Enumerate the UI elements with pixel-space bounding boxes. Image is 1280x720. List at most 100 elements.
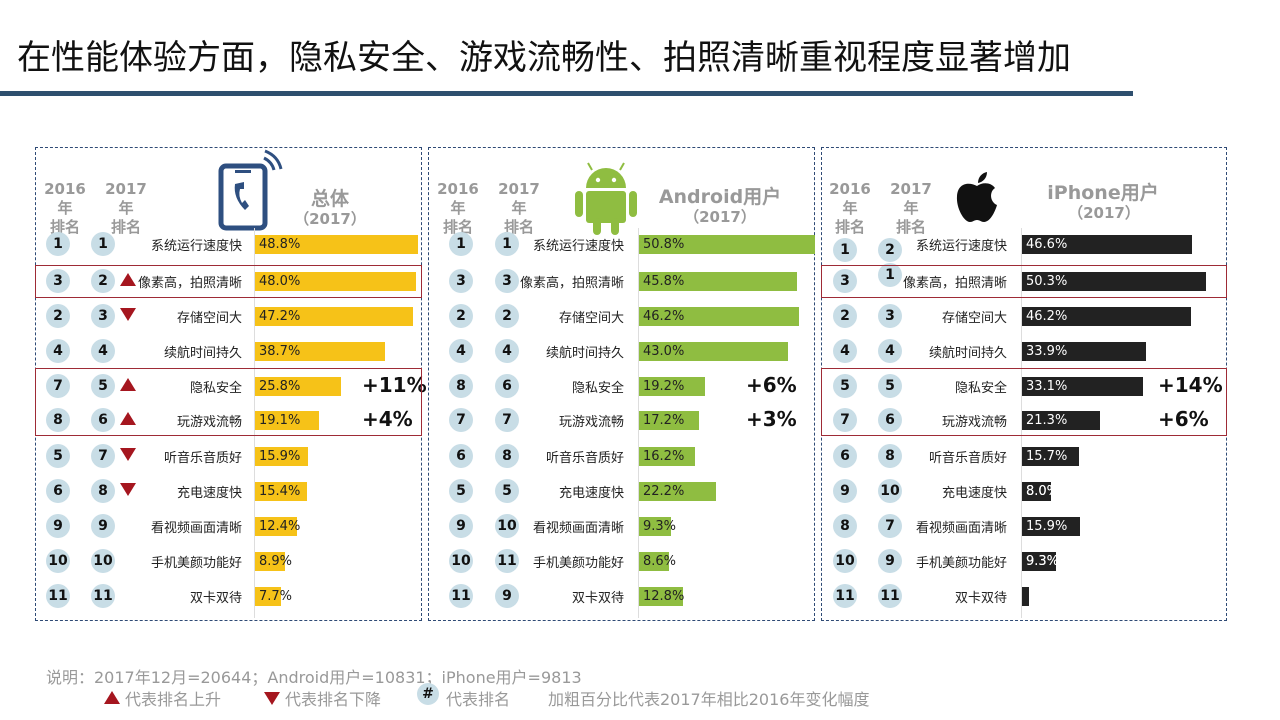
- rank-2016-circle: 7: [449, 408, 473, 432]
- rank-2017-circle: 11: [878, 584, 902, 608]
- value-label: 33.9%: [1026, 344, 1068, 359]
- panel-title-total: 总体: [310, 188, 349, 210]
- rank-2016-circle: 2: [449, 304, 473, 328]
- rank-up-arrow-icon: [120, 412, 136, 425]
- rank-2016-circle: 11: [833, 584, 857, 608]
- category-label: 玩游戏流畅: [558, 415, 624, 430]
- rank-2016-circle: 5: [833, 374, 857, 398]
- change-delta: +14%: [1158, 373, 1223, 397]
- bar: [1022, 235, 1193, 254]
- value-label: 50.8%: [643, 237, 685, 252]
- category-label: 隐私安全: [571, 381, 624, 396]
- rank-2017-circle: 8: [91, 479, 115, 503]
- rank-2017-circle: 10: [878, 479, 902, 503]
- bar: [255, 552, 285, 571]
- rank-2017-circle: 6: [91, 408, 115, 432]
- rank-2016-circle: 9: [46, 514, 70, 538]
- value-label: 15.9%: [1026, 519, 1068, 534]
- value-label: 15.7%: [1026, 449, 1068, 464]
- category-label: 听音乐音质好: [928, 451, 1007, 466]
- rank-2016-circle: 4: [833, 339, 857, 363]
- value-label: 12.8%: [643, 589, 685, 604]
- legend-rank-text: 代表排名: [446, 690, 511, 709]
- category-label: 听音乐音质好: [545, 451, 624, 466]
- category-label: 玩游戏流畅: [941, 415, 1007, 430]
- category-label: 系统运行速度快: [150, 239, 242, 254]
- rank-2016-circle: 8: [449, 374, 473, 398]
- rank-2016-circle: 8: [46, 408, 70, 432]
- value-label: 47.2%: [259, 309, 301, 324]
- category-label: 玩游戏流畅: [176, 415, 242, 430]
- rank-2017-circle: 10: [495, 514, 519, 538]
- bar: [639, 517, 672, 536]
- bar: [639, 272, 798, 291]
- value-label: 19.1%: [259, 413, 301, 428]
- bar: [255, 235, 419, 254]
- bar: [1022, 482, 1052, 501]
- android-icon: [575, 162, 637, 235]
- bar: [639, 377, 706, 396]
- rank-2017-circle: 10: [91, 549, 115, 573]
- value-label: 9.3%: [1026, 554, 1060, 569]
- rank-2016-circle: 2: [833, 304, 857, 328]
- bar: [255, 342, 385, 361]
- value-label: 33.1%: [1026, 379, 1068, 394]
- rank-2017-circle: 1: [878, 263, 902, 287]
- rank-2016-circle: 3: [833, 269, 857, 293]
- value-label: 8.0%: [1026, 484, 1060, 499]
- change-delta: +3%: [746, 407, 797, 431]
- title-underline: [0, 91, 1133, 96]
- value-label: 12.4%: [259, 519, 301, 534]
- category-label: 系统运行速度快: [915, 239, 1007, 254]
- bar: [1022, 587, 1030, 606]
- rank-2017-circle: 2: [878, 238, 902, 262]
- bar: [639, 482, 716, 501]
- rank-down-arrow-icon: [120, 483, 136, 496]
- category-label: 像素高，拍照清晰: [902, 276, 1007, 291]
- bar: [255, 411, 319, 430]
- legend-down-text: 代表排名下降: [285, 690, 382, 709]
- rank-down-arrow-icon: [120, 308, 136, 321]
- category-label: 存储空间大: [176, 311, 242, 326]
- rank-2017-circle: 3: [495, 269, 519, 293]
- bar: [639, 587, 684, 606]
- rank-2016-circle: 6: [449, 444, 473, 468]
- category-label: 充电速度快: [558, 486, 624, 501]
- value-label: 22.2%: [643, 484, 685, 499]
- header-2017-android: 2017年 排名: [498, 180, 540, 236]
- value-label: 15.9%: [259, 449, 301, 464]
- rank-2017-circle: 7: [878, 514, 902, 538]
- category-label: 看视频画面清晰: [532, 521, 624, 536]
- category-label: 续航时间持久: [928, 346, 1007, 361]
- category-label: 双卡双待: [954, 591, 1007, 606]
- header-2016-android: 2016年 排名: [437, 180, 479, 236]
- rank-2016-circle: 2: [46, 304, 70, 328]
- rank-2017-circle: 9: [878, 549, 902, 573]
- rank-2016-circle: 5: [46, 444, 70, 468]
- rank-2017-circle: 4: [495, 339, 519, 363]
- category-label: 看视频画面清晰: [915, 521, 1007, 536]
- category-label: 看视频画面清晰: [150, 521, 242, 536]
- rank-2017-circle: 8: [878, 444, 902, 468]
- value-label: 43.0%: [643, 344, 685, 359]
- value-label: 15.4%: [259, 484, 301, 499]
- rank-2017-circle: 1: [495, 232, 519, 256]
- rank-2016-circle: 3: [46, 269, 70, 293]
- value-label: 7.7%: [259, 589, 293, 604]
- rank-2016-circle: 7: [46, 374, 70, 398]
- rank-2017-circle: 4: [91, 339, 115, 363]
- highlight-camera-row-iphone: [821, 265, 1227, 298]
- rank-up-arrow-icon: [120, 273, 136, 286]
- phone-icon: [218, 149, 283, 231]
- axis-line-android: [638, 228, 639, 618]
- panel-subtitle-iphone: （2017）: [1068, 204, 1140, 222]
- legend-up-arrow-icon: [104, 691, 120, 704]
- bar: [1022, 272, 1206, 291]
- category-label: 充电速度快: [176, 486, 242, 501]
- bar: [1022, 447, 1080, 466]
- rank-2017-circle: 1: [91, 232, 115, 256]
- axis-line-iphone: [1021, 228, 1022, 618]
- bar: [639, 447, 696, 466]
- bar: [1022, 342, 1146, 361]
- category-label: 手机美颜功能好: [150, 556, 242, 571]
